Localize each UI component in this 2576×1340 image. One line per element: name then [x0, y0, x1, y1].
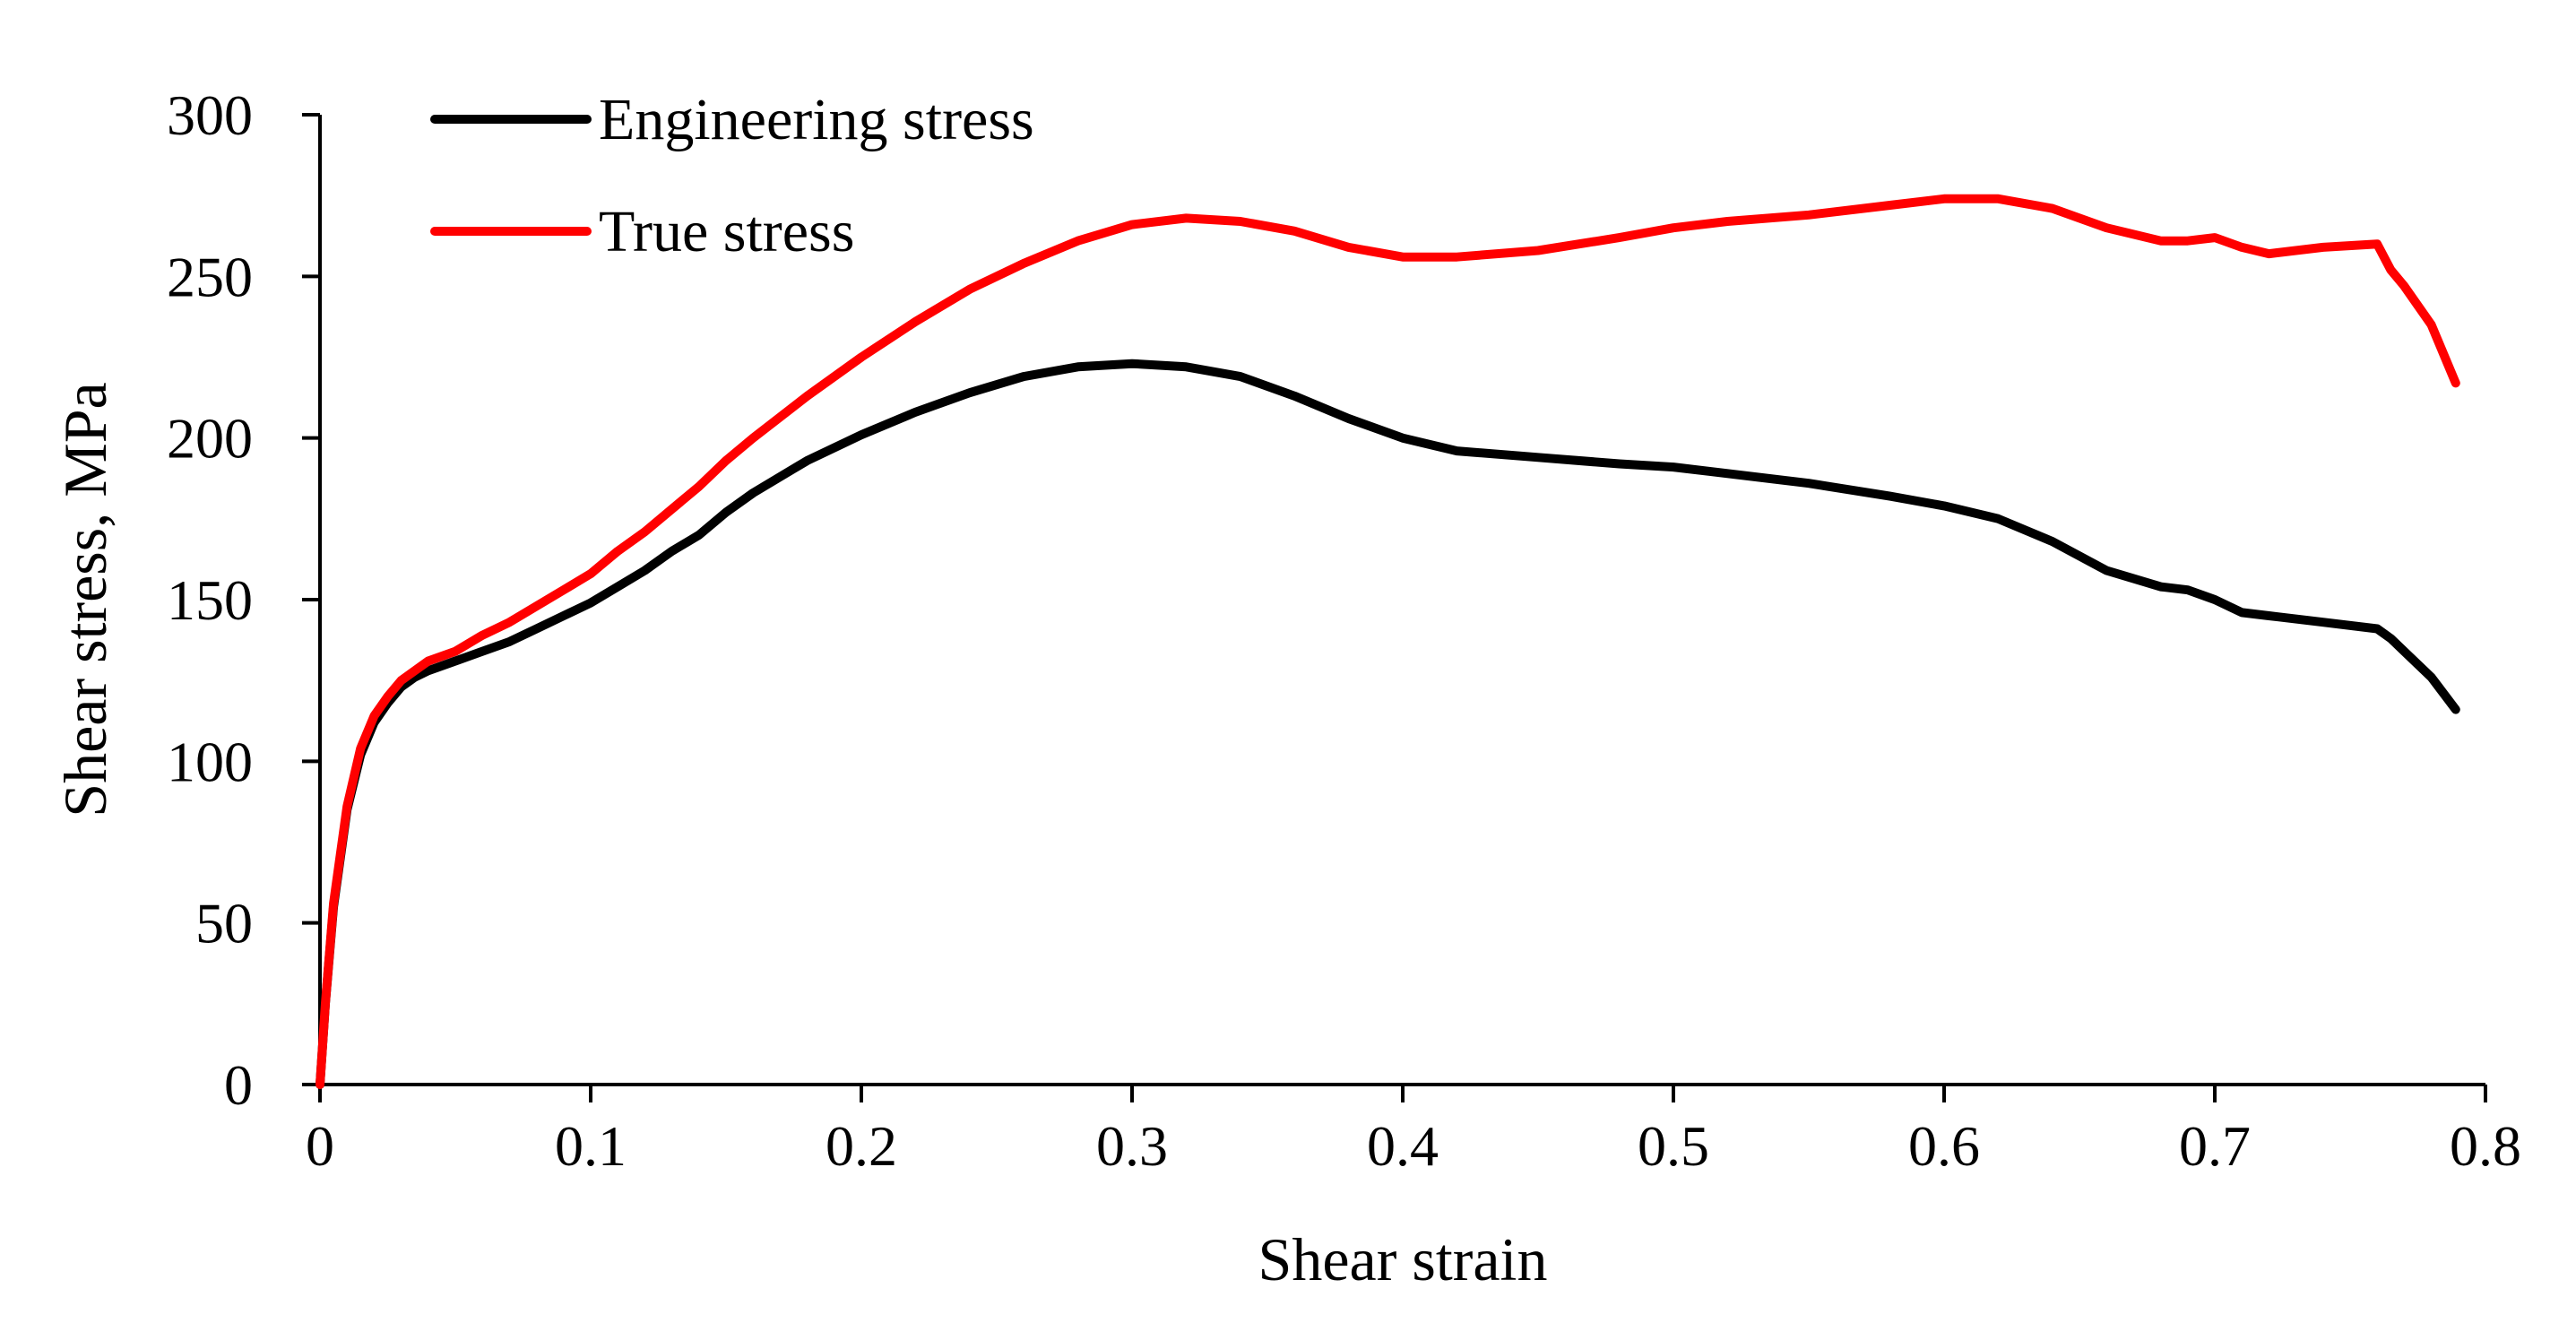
- x-tick-label: 0.7: [2179, 1114, 2251, 1178]
- x-tick-label: 0.2: [826, 1114, 897, 1178]
- y-tick-label: 250: [167, 245, 253, 308]
- engineering-stress-line: [316, 359, 2460, 1089]
- y-tick-label: 300: [167, 83, 253, 147]
- tick-labels: 0 0.1 0.2 0.3 0.4 0.5 0.6 0.7 0.8 0 50 100 150 200 250…: [167, 83, 2521, 1178]
- legend-label-true-stress: True stress: [599, 199, 854, 264]
- x-tick-label: 0.3: [1096, 1114, 1168, 1178]
- tick-marks: [302, 113, 2487, 1102]
- y-tick-label: 50: [195, 892, 253, 955]
- x-axis-title: Shear strain: [1258, 1225, 1548, 1293]
- legend: Engineering stress True stress: [430, 87, 1034, 264]
- y-tick-label: 100: [167, 730, 253, 793]
- y-tick-label: 150: [167, 568, 253, 632]
- x-tick-label: 0.4: [1367, 1114, 1439, 1178]
- y-tick-label: 0: [224, 1053, 253, 1117]
- x-tick-label: 0.1: [555, 1114, 627, 1178]
- y-tick-label: 200: [167, 407, 253, 471]
- true-stress-line: [316, 194, 2460, 1089]
- y-axis-title: Shear stress, MPa: [51, 382, 119, 817]
- data-series: [316, 194, 2460, 1089]
- x-tick-label: 0.8: [2450, 1114, 2521, 1178]
- legend-label-engineering-stress: Engineering stress: [599, 87, 1034, 152]
- x-tick-label: 0.5: [1638, 1114, 1709, 1178]
- x-tick-label: 0.6: [1908, 1114, 1980, 1178]
- x-tick-label: 0: [306, 1114, 334, 1178]
